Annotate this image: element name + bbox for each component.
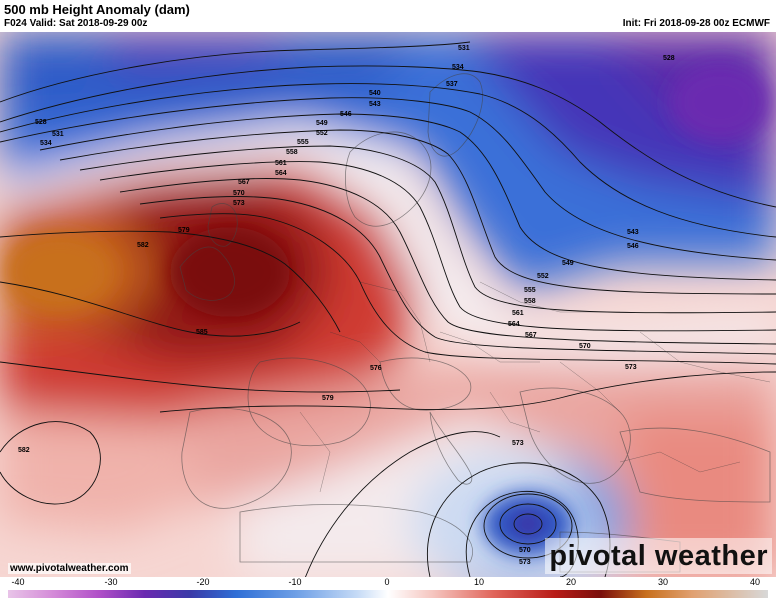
header-bar: 500 mb Height Anomaly (dam) F024 Valid: …: [0, 0, 776, 32]
contour-label: 552: [537, 273, 549, 280]
anomaly-map: 528 531 534 537 540 543 546 549 552 555 …: [0, 32, 776, 577]
contour-label: 564: [508, 321, 520, 328]
country-borders: [299, 281, 771, 493]
map-title: 500 mb Height Anomaly (dam): [4, 2, 190, 17]
site-url: www.pivotalweather.com: [8, 563, 131, 574]
contour-label: 567: [525, 332, 537, 339]
contour-label: 570: [519, 547, 531, 554]
map-canvas: 528 531 534 537 540 543 546 549 552 555 …: [0, 32, 776, 577]
contour-label: 534: [40, 140, 52, 147]
colorbar-tick: -40: [11, 577, 25, 587]
colorbar-ticks: -40 -30 -20 -10 0 10 20 30 40: [0, 577, 776, 589]
contour-label: 573: [519, 559, 531, 566]
contour-label: 567: [238, 179, 250, 186]
contour-labels: 528 531 534 537 540 543 546 549 552 555 …: [18, 45, 675, 566]
contour-label: 543: [369, 101, 381, 108]
contour-label: 582: [18, 447, 30, 454]
colorbar-tick: -20: [196, 577, 210, 587]
contour-label: 561: [512, 310, 524, 317]
init-time: Init: Fri 2018-09-28 00z ECMWF: [622, 18, 770, 29]
contour-label: 564: [275, 170, 287, 177]
height-contours: [0, 41, 776, 577]
contour-label: 576: [370, 365, 382, 372]
contour-label: 555: [524, 287, 536, 294]
contour-label: 558: [286, 149, 298, 156]
contour-label: 579: [178, 227, 190, 234]
colorbar-tick: 10: [473, 577, 485, 587]
contour-label: 573: [233, 200, 245, 207]
pivotal-weather-logo: pivotal weather: [545, 538, 772, 574]
contour-label: 540: [369, 90, 381, 97]
contour-label: 570: [233, 190, 245, 197]
valid-time: F024 Valid: Sat 2018-09-29 00z: [4, 18, 148, 29]
coastlines: [179, 73, 771, 573]
contour-label: 585: [196, 329, 208, 336]
contour-label: 552: [316, 130, 328, 137]
contour-label: 549: [316, 120, 328, 127]
contour-label: 555: [297, 139, 309, 146]
colorbar-tick: -10: [288, 577, 302, 587]
anomaly-cores: [5, 62, 770, 556]
colorbar-tick: 40: [749, 577, 761, 587]
colorbar-tick: -30: [104, 577, 118, 587]
contour-label: 531: [52, 131, 64, 138]
contour-label: 549: [562, 260, 574, 267]
anomaly-colorbar: [8, 590, 768, 598]
contour-label: 546: [340, 111, 352, 118]
contour-label: 537: [446, 81, 458, 88]
colorbar-tick: 20: [565, 577, 577, 587]
contour-label: 582: [137, 242, 149, 249]
contour-label: 546: [627, 243, 639, 250]
contour-label: 579: [322, 395, 334, 402]
contour-label: 573: [512, 440, 524, 447]
contour-label: 528: [663, 55, 675, 62]
contour-label: 534: [452, 64, 464, 71]
colorbar-tick: 30: [657, 577, 669, 587]
contour-label: 543: [627, 229, 639, 236]
contour-label: 561: [275, 160, 287, 167]
contour-label: 531: [458, 45, 470, 52]
colorbar-tick: 0: [384, 577, 390, 587]
contour-label: 558: [524, 298, 536, 305]
contour-label: 570: [579, 343, 591, 350]
contour-label: 573: [625, 364, 637, 371]
contour-label: 528: [35, 119, 47, 126]
